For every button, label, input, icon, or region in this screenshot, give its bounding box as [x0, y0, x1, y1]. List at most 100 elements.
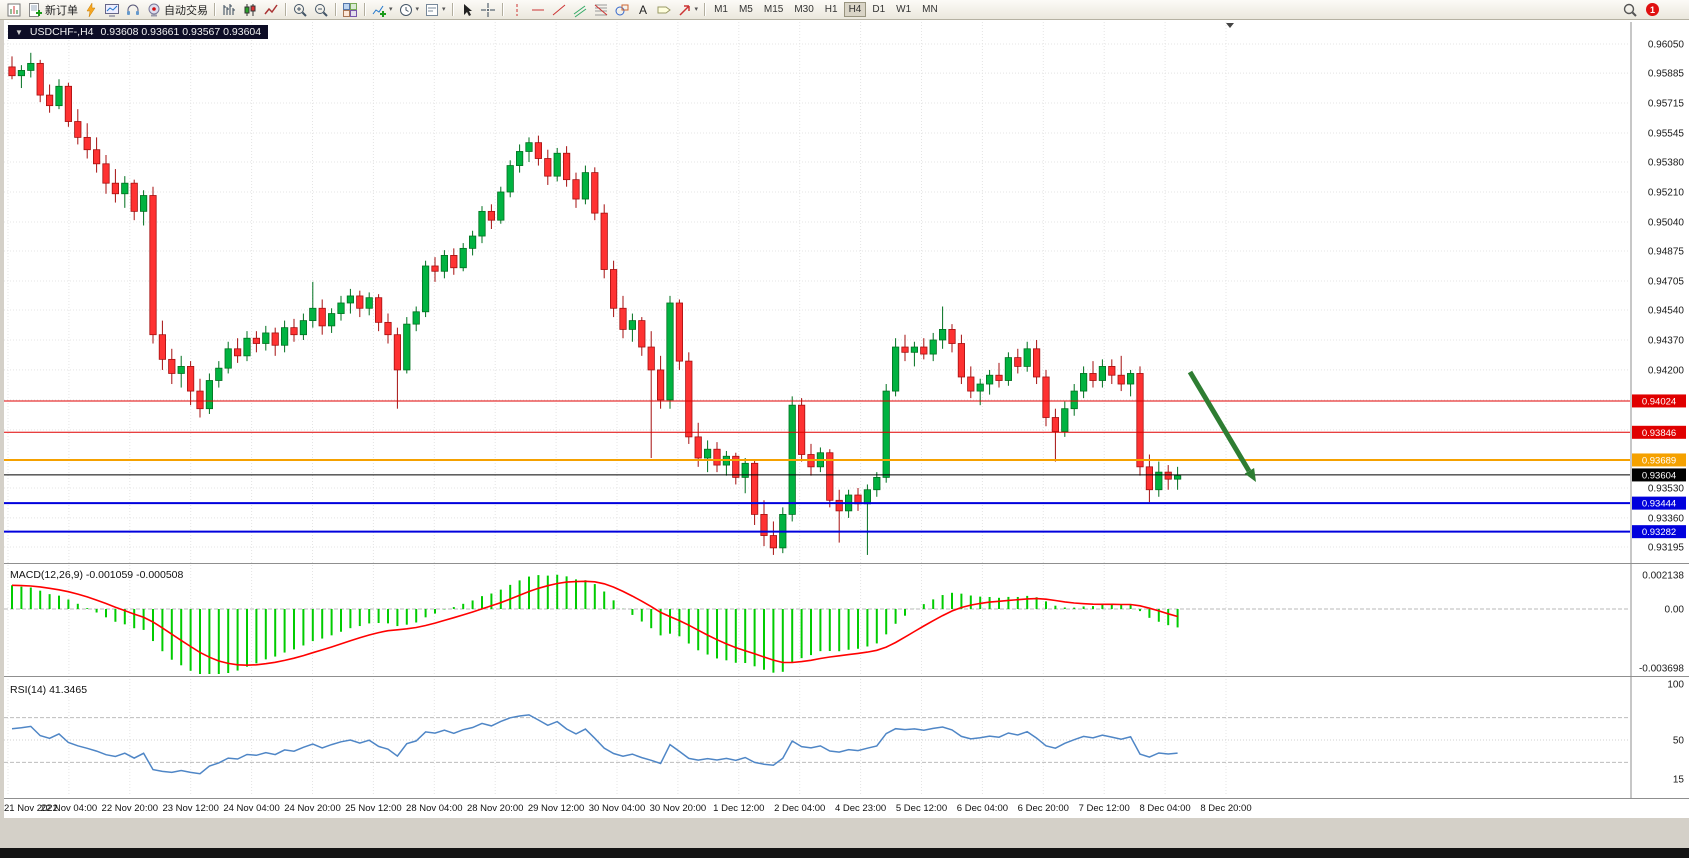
toolbar-items: 新订单 自动交易 ▾ ▾ ▾ A ▾ M1 M5 M15 M30 H1 H4 D1 W1 MN [4, 0, 943, 20]
candle-body [732, 455, 740, 478]
timeframe-button-m15[interactable]: M15 [763, 4, 784, 15]
channel-button[interactable] [570, 1, 590, 19]
zoom-in-icon [294, 3, 307, 17]
indicators-button[interactable]: ▾ [369, 1, 395, 19]
search-icon[interactable] [1620, 1, 1640, 19]
price-axis-label: 0.95040 [1648, 217, 1685, 228]
time-axis-label: 25 Nov 12:00 [345, 803, 402, 814]
chart-shift-marker[interactable] [1226, 23, 1234, 28]
crosshair-button[interactable] [478, 1, 498, 19]
zoom-out-button[interactable] [311, 1, 331, 19]
toolbar-separator [451, 3, 453, 16]
price-axis-label: 0.95885 [1648, 69, 1685, 80]
rsi-axis-label: 50 [1673, 736, 1685, 747]
time-axis-label: 21 Nov 2022 [4, 803, 58, 814]
zoom-in-button[interactable] [290, 1, 310, 19]
candle-body [412, 311, 420, 325]
bar-chart-type-button[interactable] [219, 1, 239, 19]
periods-button[interactable]: ▾ [396, 1, 422, 19]
support-button[interactable] [123, 1, 143, 19]
line-chart-type-button[interactable] [261, 1, 281, 19]
candle-body [929, 339, 937, 355]
candle-body [468, 235, 477, 249]
market-watch-button[interactable] [102, 1, 122, 19]
chart-background[interactable] [4, 20, 1689, 818]
candle-body [421, 265, 430, 313]
auto-trading-icon [148, 3, 160, 16]
candle-body [215, 367, 223, 381]
candle-body [675, 302, 684, 362]
toolbar-separator [501, 3, 503, 16]
time-axis-label: 30 Nov 20:00 [650, 803, 707, 814]
candle-body [516, 151, 524, 166]
timeframe-button-m5[interactable]: M5 [738, 4, 753, 15]
new-order-button[interactable]: 新订单 [25, 1, 80, 19]
candle-body [318, 307, 326, 327]
tile-windows-button[interactable] [340, 1, 360, 19]
chart-symbol-header: ▼ USDCHF-,H4 0.93608 0.93661 0.93567 0.9… [8, 25, 269, 39]
collapse-triangle-icon[interactable]: ▼ [15, 27, 23, 37]
candle-body [196, 390, 204, 410]
price-line-badge-text: 0.93444 [1642, 499, 1676, 510]
candle-body [149, 195, 157, 336]
candle-body [1023, 348, 1031, 367]
rsi-line [11, 714, 1178, 775]
candle-body [1089, 373, 1097, 381]
tile-windows-icon [343, 2, 357, 17]
vertical-line-button[interactable] [507, 1, 527, 19]
macd-axis-label: -0.003698 [1639, 664, 1684, 675]
candle-body [882, 390, 890, 478]
candle-body [760, 514, 768, 536]
candle-body [1042, 376, 1050, 418]
timeframe-button-mn[interactable]: MN [922, 4, 938, 15]
trend-arrow-head[interactable] [1244, 468, 1256, 482]
candle-body [139, 195, 148, 212]
horizontal-line-button[interactable] [528, 1, 548, 19]
time-axis-label: 22 Nov 20:00 [102, 803, 159, 814]
templates-button[interactable]: ▾ [422, 1, 448, 19]
trendline-button[interactable] [549, 1, 569, 19]
candle-body [892, 346, 900, 392]
charts-button[interactable] [81, 1, 101, 19]
new-chart-button[interactable] [4, 1, 24, 19]
time-axis-label: 7 Dec 12:00 [1079, 803, 1130, 814]
label-button[interactable] [654, 1, 674, 19]
candle-body [1004, 357, 1013, 381]
trend-arrow-line[interactable] [1187, 370, 1252, 473]
candle-body [252, 337, 260, 344]
timeframe-button-h4[interactable]: H4 [843, 2, 867, 17]
price-line-badge-text: 0.94024 [1642, 396, 1676, 407]
candle-body [694, 436, 702, 459]
time-axis-label: 28 Nov 04:00 [406, 803, 463, 814]
fibonacci-button[interactable] [591, 1, 611, 19]
timeframe-button-h1[interactable]: H1 [824, 4, 838, 15]
support-icon [127, 4, 139, 15]
arrows-button[interactable]: ▾ [675, 1, 701, 19]
candle-body [741, 462, 749, 478]
candle-body [205, 380, 213, 410]
candle-body [83, 136, 91, 151]
price-axis-label: 0.95715 [1648, 99, 1685, 110]
auto-trading-button[interactable]: 自动交易 [144, 1, 210, 19]
timeframe-button-m30[interactable]: M30 [794, 4, 814, 15]
candle-body [271, 332, 279, 346]
channel-icon [573, 5, 586, 17]
text-button[interactable]: A [633, 1, 653, 19]
candle-body [638, 320, 646, 348]
notification-badge[interactable]: 1 [1646, 3, 1659, 16]
timeframe-button-w1[interactable]: W1 [896, 4, 912, 15]
auto-trading-button-label: 自动交易 [164, 4, 208, 17]
price-line-badge [1632, 496, 1686, 510]
timeframe-button-d1[interactable]: D1 [872, 4, 886, 15]
cursor-button[interactable] [457, 1, 477, 19]
charts-icon [86, 1, 96, 17]
candlestick-chart-type-button[interactable] [240, 1, 260, 19]
macd-axis-label: 0.002138 [1642, 570, 1684, 581]
toolbar-separator [335, 3, 336, 16]
rsi-label: RSI(14) 41.3465 [10, 684, 87, 696]
candle-body [356, 295, 364, 309]
shapes-button[interactable] [612, 1, 632, 19]
candle-body [685, 360, 693, 438]
timeframe-button-m1[interactable]: M1 [714, 4, 728, 15]
